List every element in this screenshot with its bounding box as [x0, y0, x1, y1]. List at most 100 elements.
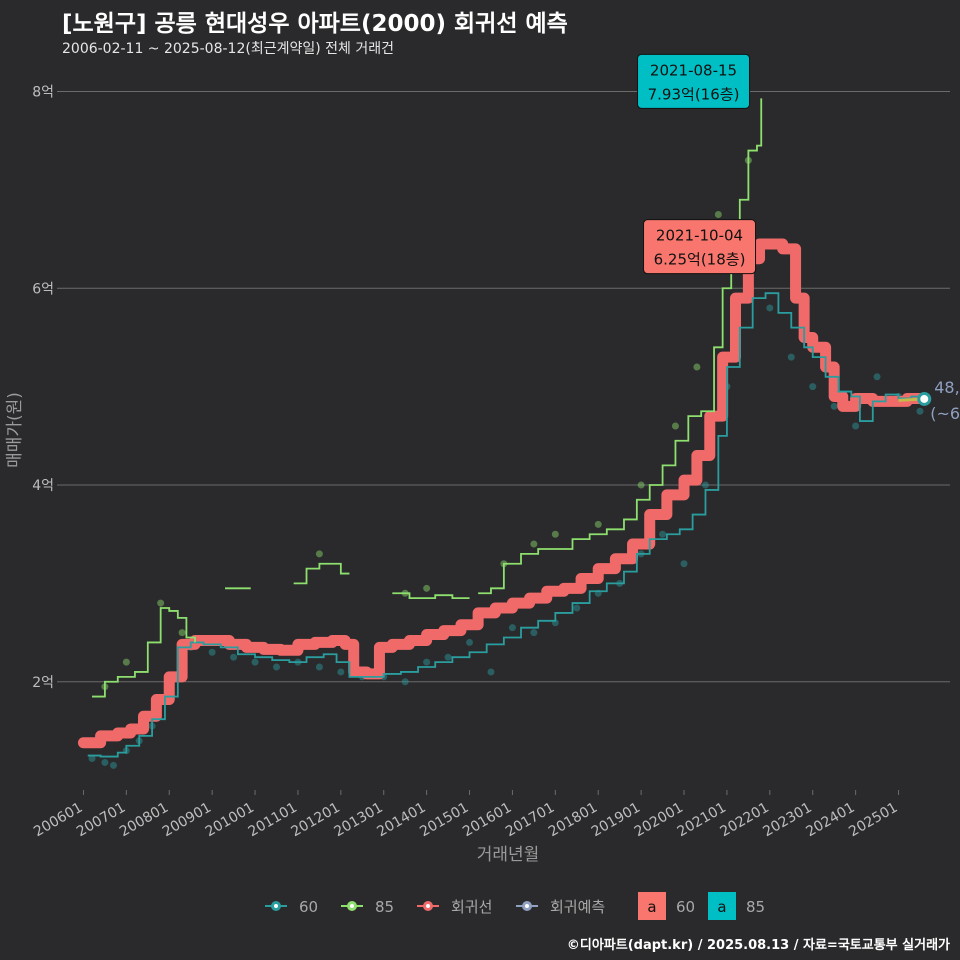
series-85-line — [392, 592, 470, 600]
x-tick-label: 202001 — [632, 800, 686, 841]
scatter-point-60 — [530, 629, 538, 637]
scatter-point-60 — [659, 530, 667, 538]
callout-max-85-date: 2021-08-15 — [650, 61, 737, 79]
legend-dot-center — [525, 904, 529, 908]
callout-max-60-date: 2021-10-04 — [656, 227, 743, 245]
scatter-point-60 — [701, 481, 709, 489]
regression-line — [77, 238, 930, 749]
legend-label: 85 — [375, 898, 394, 916]
last-area-label: (~60㎡) — [930, 404, 960, 423]
x-tick-label: 200701 — [74, 800, 128, 841]
scatter-point-85 — [714, 210, 722, 218]
legend-dot-center — [274, 904, 278, 908]
scatter-point-60 — [337, 668, 345, 676]
scatter-point-85 — [315, 550, 323, 558]
scatter-point-60 — [230, 653, 238, 661]
legend-dot-center — [426, 904, 430, 908]
scatter-point-60 — [487, 668, 495, 676]
callout-max-60-price: 6.25억(18층) — [654, 251, 746, 269]
scatter-point-85 — [551, 530, 559, 538]
series-85-line — [478, 98, 763, 595]
scatter-point-85 — [693, 363, 701, 371]
chart-subtitle: 2006-02-11 ~ 2025-08-12(최근계약일) 전체 거래건 — [62, 41, 394, 57]
x-tick-label: 202301 — [760, 800, 814, 841]
legend-label: 회귀예측 — [550, 898, 605, 916]
x-tick-label: 202101 — [675, 800, 729, 841]
scatter-point-60 — [208, 648, 216, 656]
scatter-point-85 — [178, 629, 186, 637]
y-tick-label: 8억 — [32, 85, 54, 101]
chart-title: [노원구] 공릉 현대성우 아파트(2000) 회귀선 예측 — [62, 11, 568, 37]
legend-box-label: 85 — [746, 898, 765, 916]
legend-box — [638, 892, 666, 920]
x-tick-label: 201101 — [246, 800, 300, 841]
credit-text: ©디아파트(dapt.kr) / 2025.08.13 / 자료=국토교통부 실… — [566, 938, 950, 953]
grid-lines — [62, 91, 950, 683]
scatter-point-60 — [444, 653, 452, 661]
scatter-point-60 — [109, 761, 117, 769]
scatter-point-60 — [852, 422, 860, 430]
scatter-point-60 — [680, 560, 688, 568]
x-tick-label: 202501 — [846, 800, 900, 841]
y-tick-label: 4억 — [32, 478, 54, 494]
legend-box-glyph: a — [717, 898, 726, 916]
scatter-point-60 — [873, 373, 881, 381]
scatter-point-60 — [916, 407, 924, 415]
legend-label: 회귀선 — [451, 898, 492, 916]
scatter-point-60 — [508, 624, 516, 632]
scatter-point-85 — [122, 658, 130, 666]
x-tick-label: 201201 — [289, 800, 343, 841]
scatter-point-60 — [787, 353, 795, 361]
x-tick-label: 201401 — [374, 800, 428, 841]
annotations: 2021-08-15 7.93억(16층) 2021-10-04 6.25억(18층)… — [637, 53, 960, 423]
y-tick-label: 6억 — [32, 281, 54, 297]
legend-label: 60 — [299, 898, 318, 916]
scatter-point-60 — [466, 638, 474, 646]
scatter-point-60 — [766, 304, 774, 312]
x-tick-label: 202201 — [718, 800, 772, 841]
scatter-point-60 — [251, 658, 259, 666]
legend-box — [708, 892, 736, 920]
scatter-point-60 — [101, 758, 109, 766]
x-tick-label: 200801 — [117, 800, 171, 841]
series-lines — [77, 98, 930, 758]
callout-max-85-box — [637, 53, 751, 109]
scatter-point-60 — [401, 678, 409, 686]
x-tick-label: 201601 — [460, 800, 514, 841]
scatter-point-85 — [594, 520, 602, 528]
scatter-point-60 — [423, 658, 431, 666]
x-tick-label: 201501 — [417, 800, 471, 841]
scatter-point-60 — [88, 755, 96, 763]
scatter-point-60 — [573, 604, 581, 612]
legend-box-glyph: a — [647, 898, 656, 916]
x-tick-label: 201001 — [203, 800, 257, 841]
x-axis-ticks: 2006012007012008012009012010012011012012… — [31, 790, 901, 841]
scatter-point-60 — [809, 383, 817, 391]
scatter-point-85 — [423, 584, 431, 592]
scatter-point-60 — [272, 663, 280, 671]
last-value-label: 48,750 — [934, 378, 960, 397]
series-85-line — [92, 607, 196, 698]
y-tick-label: 2억 — [32, 675, 54, 691]
x-tick-label: 202401 — [803, 800, 857, 841]
x-tick-label: 201301 — [331, 800, 385, 841]
x-tick-label: 200901 — [160, 800, 214, 841]
legend-dot-center — [350, 904, 354, 908]
y-axis-title: 매매가(원) — [5, 392, 25, 468]
scatter-point-85 — [671, 422, 679, 430]
scatter-point-85 — [637, 481, 645, 489]
callout-max-85-price: 7.93억(16층) — [648, 85, 740, 103]
series-85-line — [293, 562, 350, 585]
x-tick-label: 201701 — [503, 800, 557, 841]
scatter-point-85 — [157, 599, 165, 607]
y-axis-ticks: 2억 4억 6억 8억 — [32, 85, 62, 691]
callout-max-60-box — [643, 219, 757, 275]
series-60-line — [87, 292, 926, 758]
last-point-marker — [917, 391, 932, 406]
x-tick-label: 201901 — [589, 800, 643, 841]
x-tick-label: 200601 — [31, 800, 85, 841]
scatter-point-60 — [315, 663, 323, 671]
legend-box-label: 60 — [676, 898, 695, 916]
legend: 60 85 회귀선 회귀예측 a 60 a 85 — [265, 892, 765, 920]
